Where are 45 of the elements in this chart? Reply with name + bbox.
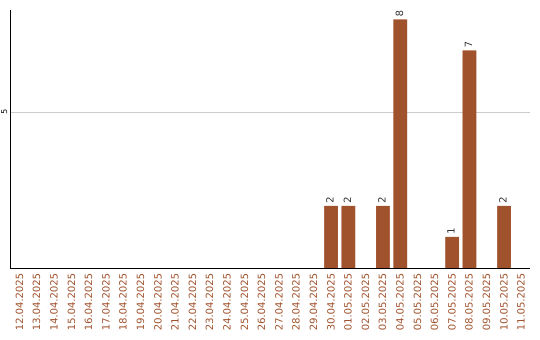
data-label: 2 — [342, 196, 354, 203]
x-tick-label: 13.04.2025 — [32, 273, 44, 330]
bar — [376, 206, 390, 268]
x-tick-label: 16.04.2025 — [84, 273, 96, 330]
x-tick-label: 27.04.2025 — [274, 273, 286, 330]
x-tick-label: 03.05.2025 — [378, 273, 390, 330]
x-tick-label: 19.04.2025 — [136, 273, 147, 330]
x-tick-label: 07.05.2025 — [447, 273, 458, 330]
x-tick-label: 06.05.2025 — [430, 273, 442, 330]
x-tick-label: 02.05.2025 — [360, 273, 372, 330]
x-tick-label: 26.04.2025 — [257, 273, 268, 330]
bar — [324, 206, 338, 268]
data-label: 2 — [326, 196, 337, 203]
data-label: 7 — [464, 41, 475, 48]
x-tick-label: 20.04.2025 — [153, 273, 164, 330]
bar — [462, 50, 476, 268]
x-tick-label: 25.04.2025 — [240, 273, 251, 330]
x-tick-label: 10.05.2025 — [499, 273, 510, 330]
x-tick-label: 18.04.2025 — [118, 273, 130, 330]
x-tick-label: 22.04.2025 — [188, 273, 199, 330]
x-tick-label: 23.04.2025 — [205, 273, 216, 330]
bar — [341, 206, 356, 268]
data-label: 8 — [394, 10, 406, 16]
x-tick-label: 28.04.2025 — [292, 273, 303, 330]
x-tick-label: 14.04.2025 — [50, 273, 60, 330]
bar — [445, 236, 460, 268]
x-tick-label: 01.05.2025 — [344, 273, 355, 330]
x-tick-label: 05.05.2025 — [412, 273, 424, 330]
data-label: 2 — [377, 196, 388, 203]
data-label: 2 — [498, 196, 510, 203]
x-tick-label: 11.05.2025 — [516, 273, 528, 330]
bar — [497, 206, 511, 268]
x-tick-label: 24.04.2025 — [222, 273, 234, 330]
y-tick-label: 5 — [0, 108, 9, 114]
x-tick-label: 04.05.2025 — [396, 273, 406, 330]
x-tick-label: 29.04.2025 — [309, 273, 320, 330]
x-tick-label: 21.04.2025 — [170, 273, 182, 330]
x-tick-label: 08.05.2025 — [464, 273, 476, 330]
x-tick-label: 12.04.2025 — [14, 273, 26, 330]
x-tick-label: 15.04.2025 — [66, 273, 78, 330]
bar — [393, 19, 408, 268]
x-tick-label: 09.05.2025 — [482, 273, 493, 330]
x-tick-label: 30.04.2025 — [326, 273, 338, 330]
data-label: 1 — [446, 228, 458, 234]
x-tick-label: 17.04.2025 — [101, 273, 112, 330]
